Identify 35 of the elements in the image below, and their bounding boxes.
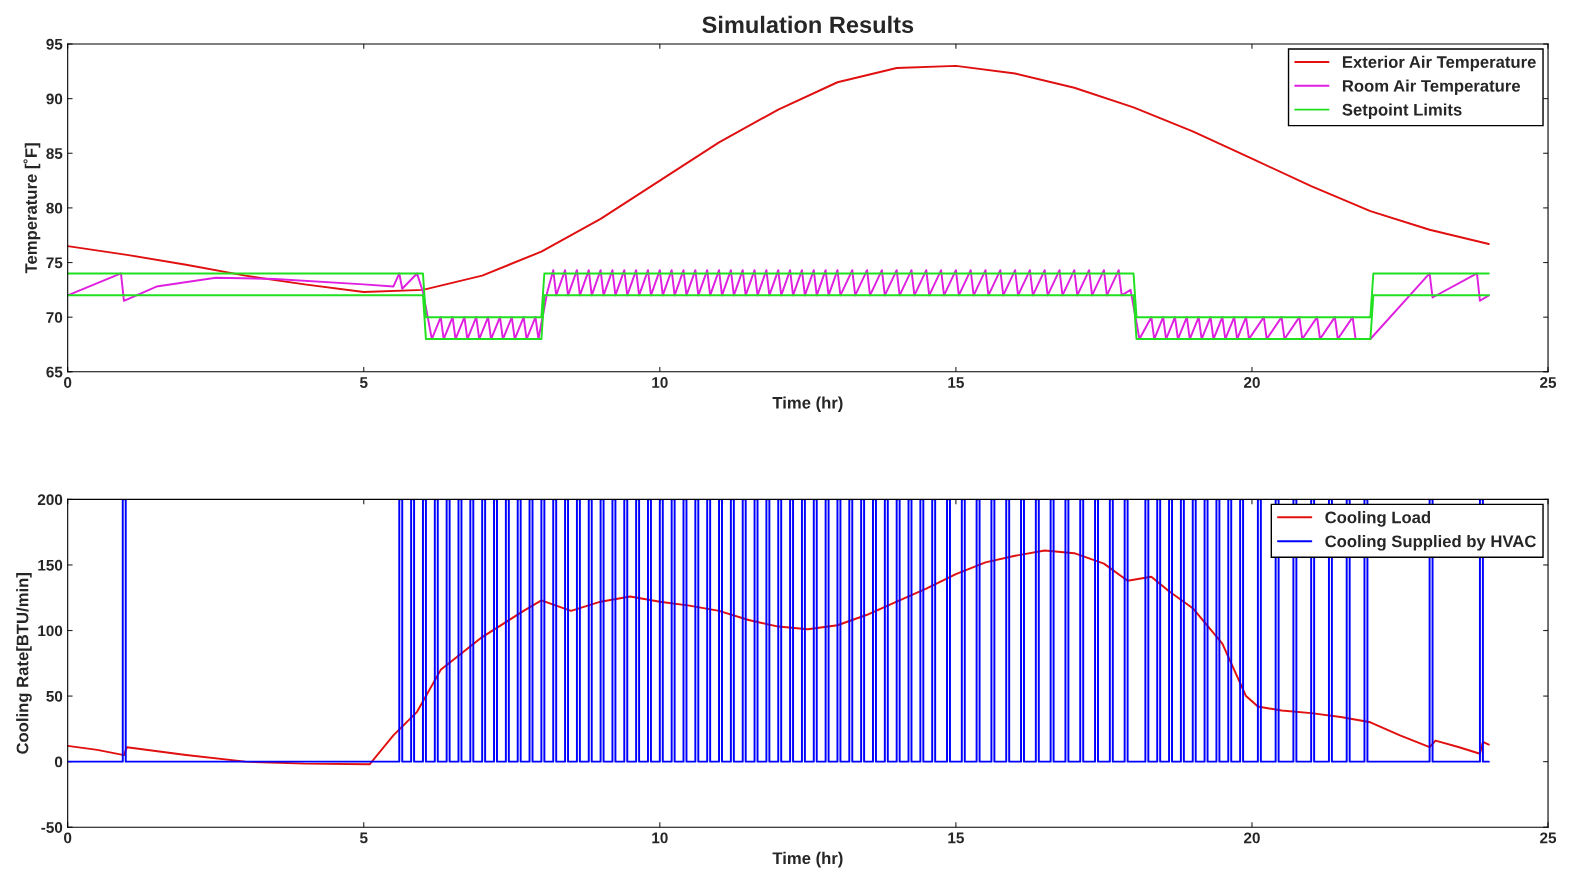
y-tick-label: 150 [38, 559, 63, 571]
x-tick-label: 15 [948, 832, 964, 844]
y-tick-label: 0 [54, 756, 63, 768]
legend-label: Room Air Temperature [1342, 79, 1521, 96]
y-tick-label: 90 [46, 93, 63, 105]
y-axis-title: Temperature [˚F] [23, 143, 41, 274]
chart-title: Simulation Results [702, 15, 914, 34]
legend-label: Setpoint Limits [1342, 103, 1462, 119]
x-tick-label: 20 [1243, 377, 1260, 388]
x-tick-label: 5 [359, 832, 368, 844]
x-axis-title: Time (hr) [772, 851, 843, 868]
y-tick-label: -50 [41, 822, 63, 833]
x-tick-label: 20 [1243, 832, 1260, 844]
y-tick-label: 50 [46, 690, 63, 702]
x-tick-label: 0 [64, 832, 72, 844]
y-tick-label: 85 [46, 148, 63, 159]
y-tick-label: 80 [46, 202, 63, 214]
y-tick-label: 100 [38, 625, 63, 637]
x-axis-title: Time (hr) [772, 396, 843, 412]
y-tick-label: 200 [37, 494, 63, 506]
x-tick-label: 10 [652, 377, 668, 388]
x-tick-label: 5 [359, 377, 368, 388]
x-tick-label: 25 [1540, 832, 1557, 844]
x-tick-label: 15 [948, 377, 964, 388]
legend-label: Cooling Load [1325, 511, 1431, 527]
y-tick-label: 95 [46, 38, 63, 50]
y-tick-label: 65 [46, 366, 63, 378]
y-tick-label: 75 [46, 257, 63, 269]
y-tick-label: 70 [46, 312, 63, 323]
legend-label: Exterior Air Temperature [1342, 55, 1536, 72]
x-tick-label: 25 [1540, 377, 1557, 388]
legend-label: Cooling Supplied by HVAC [1325, 535, 1536, 551]
x-tick-label: 0 [64, 377, 72, 388]
y-axis-title: Cooling Rate[BTU/min] [16, 573, 32, 754]
x-tick-label: 10 [652, 832, 668, 844]
